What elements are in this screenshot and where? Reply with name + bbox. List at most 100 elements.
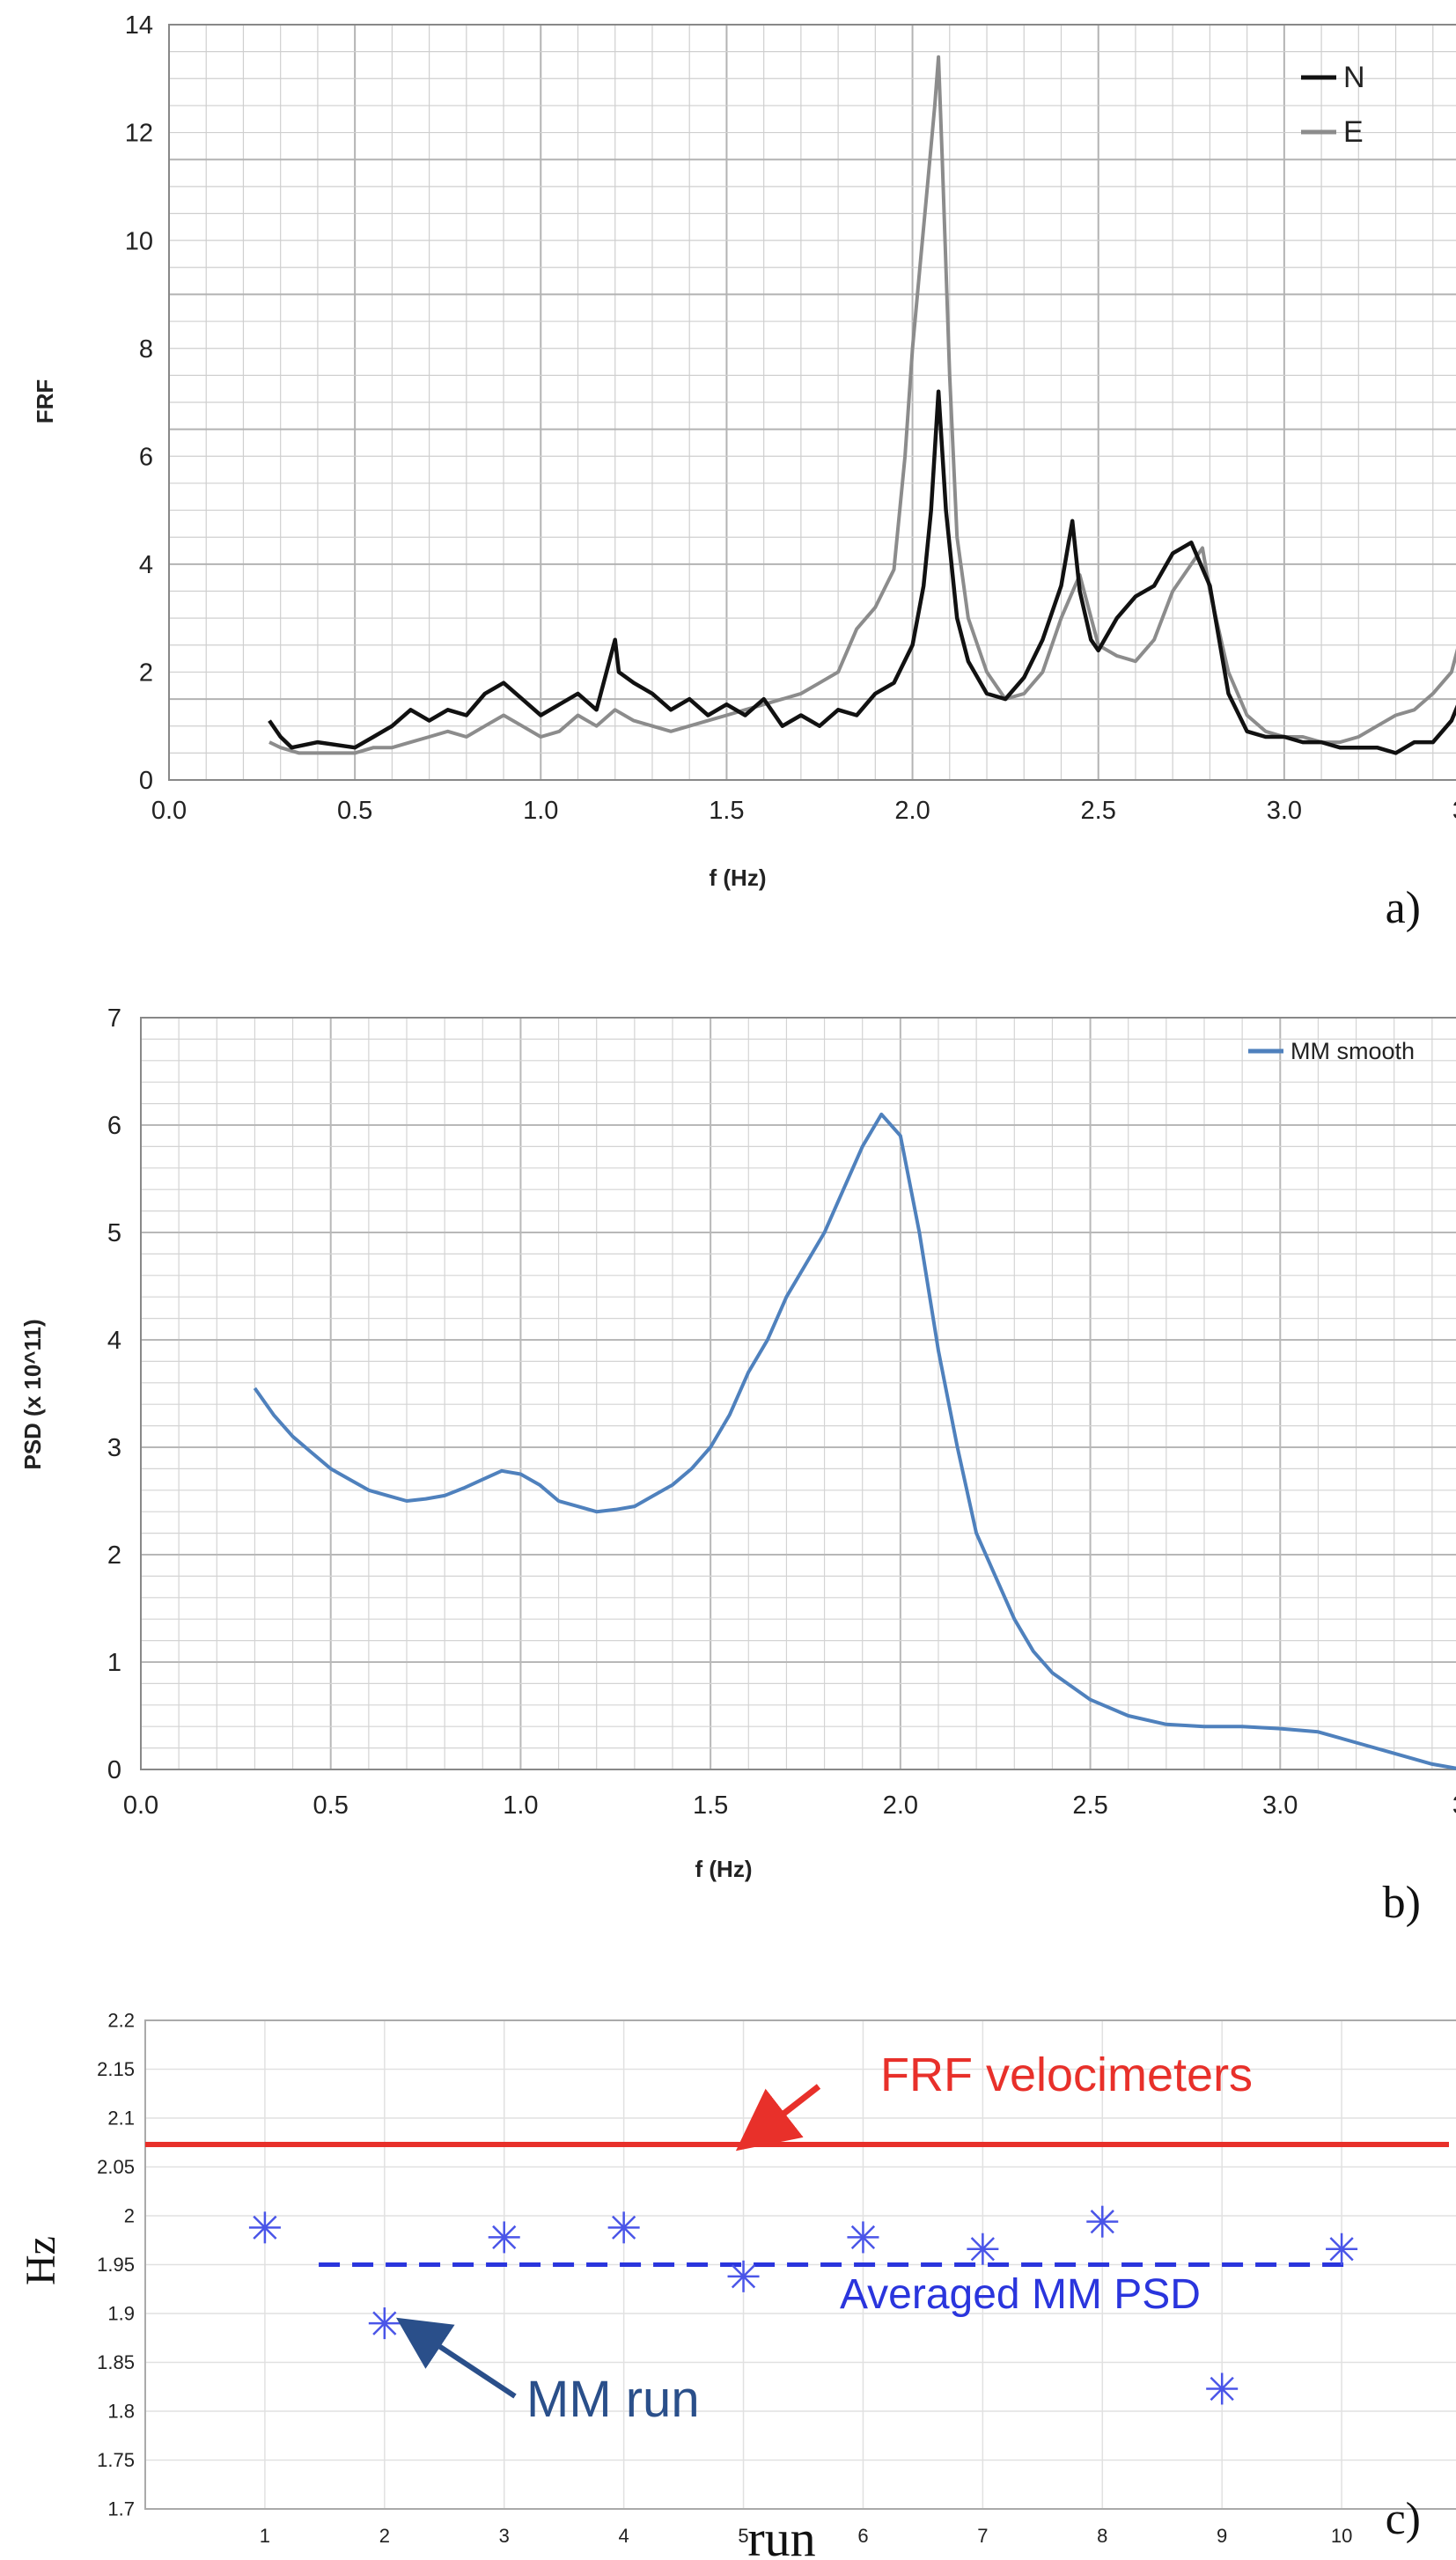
y-tick-label: 6 [139, 443, 153, 471]
chart-b-series [253, 1112, 1456, 1770]
legend-label-mm-smooth: MM smooth [1291, 1038, 1415, 1064]
annotation-mm-run-arrow [395, 2317, 517, 2399]
y-tick-label: 14 [125, 11, 153, 40]
x-tick-label: 3.0 [1262, 1791, 1298, 1820]
chart-c-series [145, 2141, 1449, 2405]
y-tick-label: 4 [107, 1327, 121, 1355]
y-tick-label: 2 [107, 1541, 121, 1570]
scatter-point-mm-run [248, 2211, 281, 2244]
chart-a-y-axis-label: FRF [32, 379, 58, 424]
scatter-point-mm-run [1326, 2233, 1358, 2265]
y-tick-label: 12 [125, 120, 153, 148]
y-tick-label: 8 [139, 335, 153, 364]
y-tick-label: 2 [124, 2205, 135, 2227]
x-tick-label: 1.5 [693, 1791, 728, 1820]
y-tick-label: 1.7 [107, 2498, 135, 2520]
y-tick-label: 1.85 [97, 2351, 135, 2373]
y-tick-label: 4 [139, 551, 153, 579]
x-tick-label: 1.5 [709, 797, 744, 825]
x-tick-label: 1.0 [523, 797, 558, 825]
x-tick-label: 10 [1331, 2525, 1352, 2547]
chart-a-plot-frame [168, 24, 1456, 781]
y-tick-label: 1.75 [97, 2449, 135, 2471]
chart-b-x-ticks: 0.0 0.5 1.0 1.5 2.0 2.5 3.0 3.5 [123, 1791, 1456, 1820]
x-tick-label: 8 [1097, 2525, 1107, 2547]
x-tick-label: 3.5 [1452, 1791, 1456, 1820]
y-tick-label: 1 [107, 1649, 121, 1677]
chart-b-plot-frame [140, 1017, 1456, 1770]
x-tick-label: 0.0 [151, 797, 187, 825]
scatter-point-mm-run [1206, 2372, 1239, 2405]
y-tick-label: 2.05 [97, 2156, 135, 2178]
y-tick-label: 2.1 [107, 2108, 135, 2130]
x-tick-label: 2.0 [883, 1791, 918, 1820]
scatter-point-mm-run [488, 2221, 520, 2254]
x-tick-label: 3.5 [1452, 797, 1456, 825]
x-tick-label: 6 [857, 2525, 868, 2547]
y-tick-label: 1.95 [97, 2254, 135, 2276]
chart-a-x-ticks: 0.0 0.5 1.0 1.5 2.0 2.5 3.0 3.5 [151, 797, 1456, 825]
x-tick-label: 2 [379, 2525, 390, 2547]
x-tick-label: 4 [619, 2525, 629, 2547]
chart-c: 1 2 3 4 5 6 7 8 9 10 1.7 1.75 1.8 1.85 1.9 1.95 2 2.05 2.… [18, 2010, 1456, 2560]
panel-label-c: c) [1386, 2494, 1421, 2544]
chart-c-plot-frame [144, 2019, 1456, 2510]
x-tick-label: 1 [260, 2525, 270, 2547]
y-tick-label: 5 [107, 1219, 121, 1247]
scatter-point-mm-run [607, 2211, 640, 2244]
scatter-point-mm-run [368, 2307, 401, 2340]
y-tick-label: 6 [107, 1112, 121, 1140]
y-tick-label: 3 [107, 1434, 121, 1462]
panel-label-b: b) [1383, 1878, 1421, 1928]
x-tick-label: 0.5 [313, 1791, 349, 1820]
legend-label-n: N [1343, 61, 1365, 94]
scatter-point-mm-run [727, 2260, 760, 2292]
x-tick-label: 3 [499, 2525, 510, 2547]
x-tick-label: 2.0 [894, 797, 930, 825]
legend-label-e: E [1343, 115, 1364, 149]
x-tick-label: 5 [738, 2525, 748, 2547]
y-tick-label: 7 [107, 1004, 121, 1033]
y-tick-label: 2.15 [97, 2058, 135, 2080]
scatter-point-mm-run [847, 2221, 879, 2254]
chart-c-annotations: FRF velocimeters Averaged MM PSD MM run [395, 2049, 1253, 2428]
chart-b-x-axis-label: f (Hz) [695, 1856, 753, 1882]
y-tick-label: 1.8 [107, 2401, 135, 2423]
chart-c-x-axis-label: run [747, 2510, 815, 2560]
x-tick-label: 0.5 [337, 797, 372, 825]
y-tick-label: 0 [107, 1756, 121, 1784]
y-tick-label: 1.9 [107, 2303, 135, 2325]
chart-b-grid [140, 1017, 1456, 1770]
x-tick-label: 1.0 [503, 1791, 538, 1820]
series-line-mm-smooth [253, 1112, 1456, 1770]
x-tick-label: 3.0 [1267, 797, 1302, 825]
x-tick-label: 2.5 [1072, 1791, 1107, 1820]
series-line-n [268, 389, 1456, 755]
chart-a-legend: N E [1301, 61, 1365, 149]
chart-c-y-axis-label: Hz [18, 2236, 64, 2285]
y-tick-label: 2.2 [107, 2010, 135, 2032]
chart-b-y-axis-label: PSD (x 10^11) [19, 1319, 46, 1469]
x-tick-label: 7 [977, 2525, 988, 2547]
annotation-mm-run: MM run [526, 2371, 700, 2428]
x-tick-label: 9 [1217, 2525, 1227, 2547]
scatter-point-mm-run [967, 2233, 999, 2265]
scatter-point-mm-run [1086, 2205, 1119, 2238]
chart-b: 0.0 0.5 1.0 1.5 2.0 2.5 3.0 3.5 0 1 2 3 4 5 6 7 f (Hz)… [19, 1004, 1456, 1928]
y-tick-label: 0 [139, 767, 153, 795]
chart-a-y-ticks: 0 2 4 6 8 10 12 14 [125, 11, 153, 795]
y-tick-label: 10 [125, 227, 153, 255]
chart-c-y-ticks: 1.7 1.75 1.8 1.85 1.9 1.95 2 2.05 2.1 2.15 2.2 [97, 2010, 135, 2520]
x-tick-label: 2.5 [1081, 797, 1116, 825]
chart-a-x-axis-label: f (Hz) [710, 864, 767, 891]
chart-b-legend: MM smooth [1248, 1038, 1415, 1064]
chart-a-grid [168, 24, 1456, 781]
annotation-frf-velocimeters: FRF velocimeters [880, 2049, 1253, 2101]
panel-label-a: a) [1386, 883, 1421, 933]
annotation-averaged-mm-psd: Averaged MM PSD [840, 2271, 1201, 2318]
chart-a-series [268, 55, 1456, 755]
annotation-frf-arrow [735, 2084, 821, 2152]
chart-a: 0.0 0.5 1.0 1.5 2.0 2.5 3.0 3.5 0 2 4 6 8 10 12 14 f (… [32, 11, 1456, 933]
x-tick-label: 0.0 [123, 1791, 158, 1820]
